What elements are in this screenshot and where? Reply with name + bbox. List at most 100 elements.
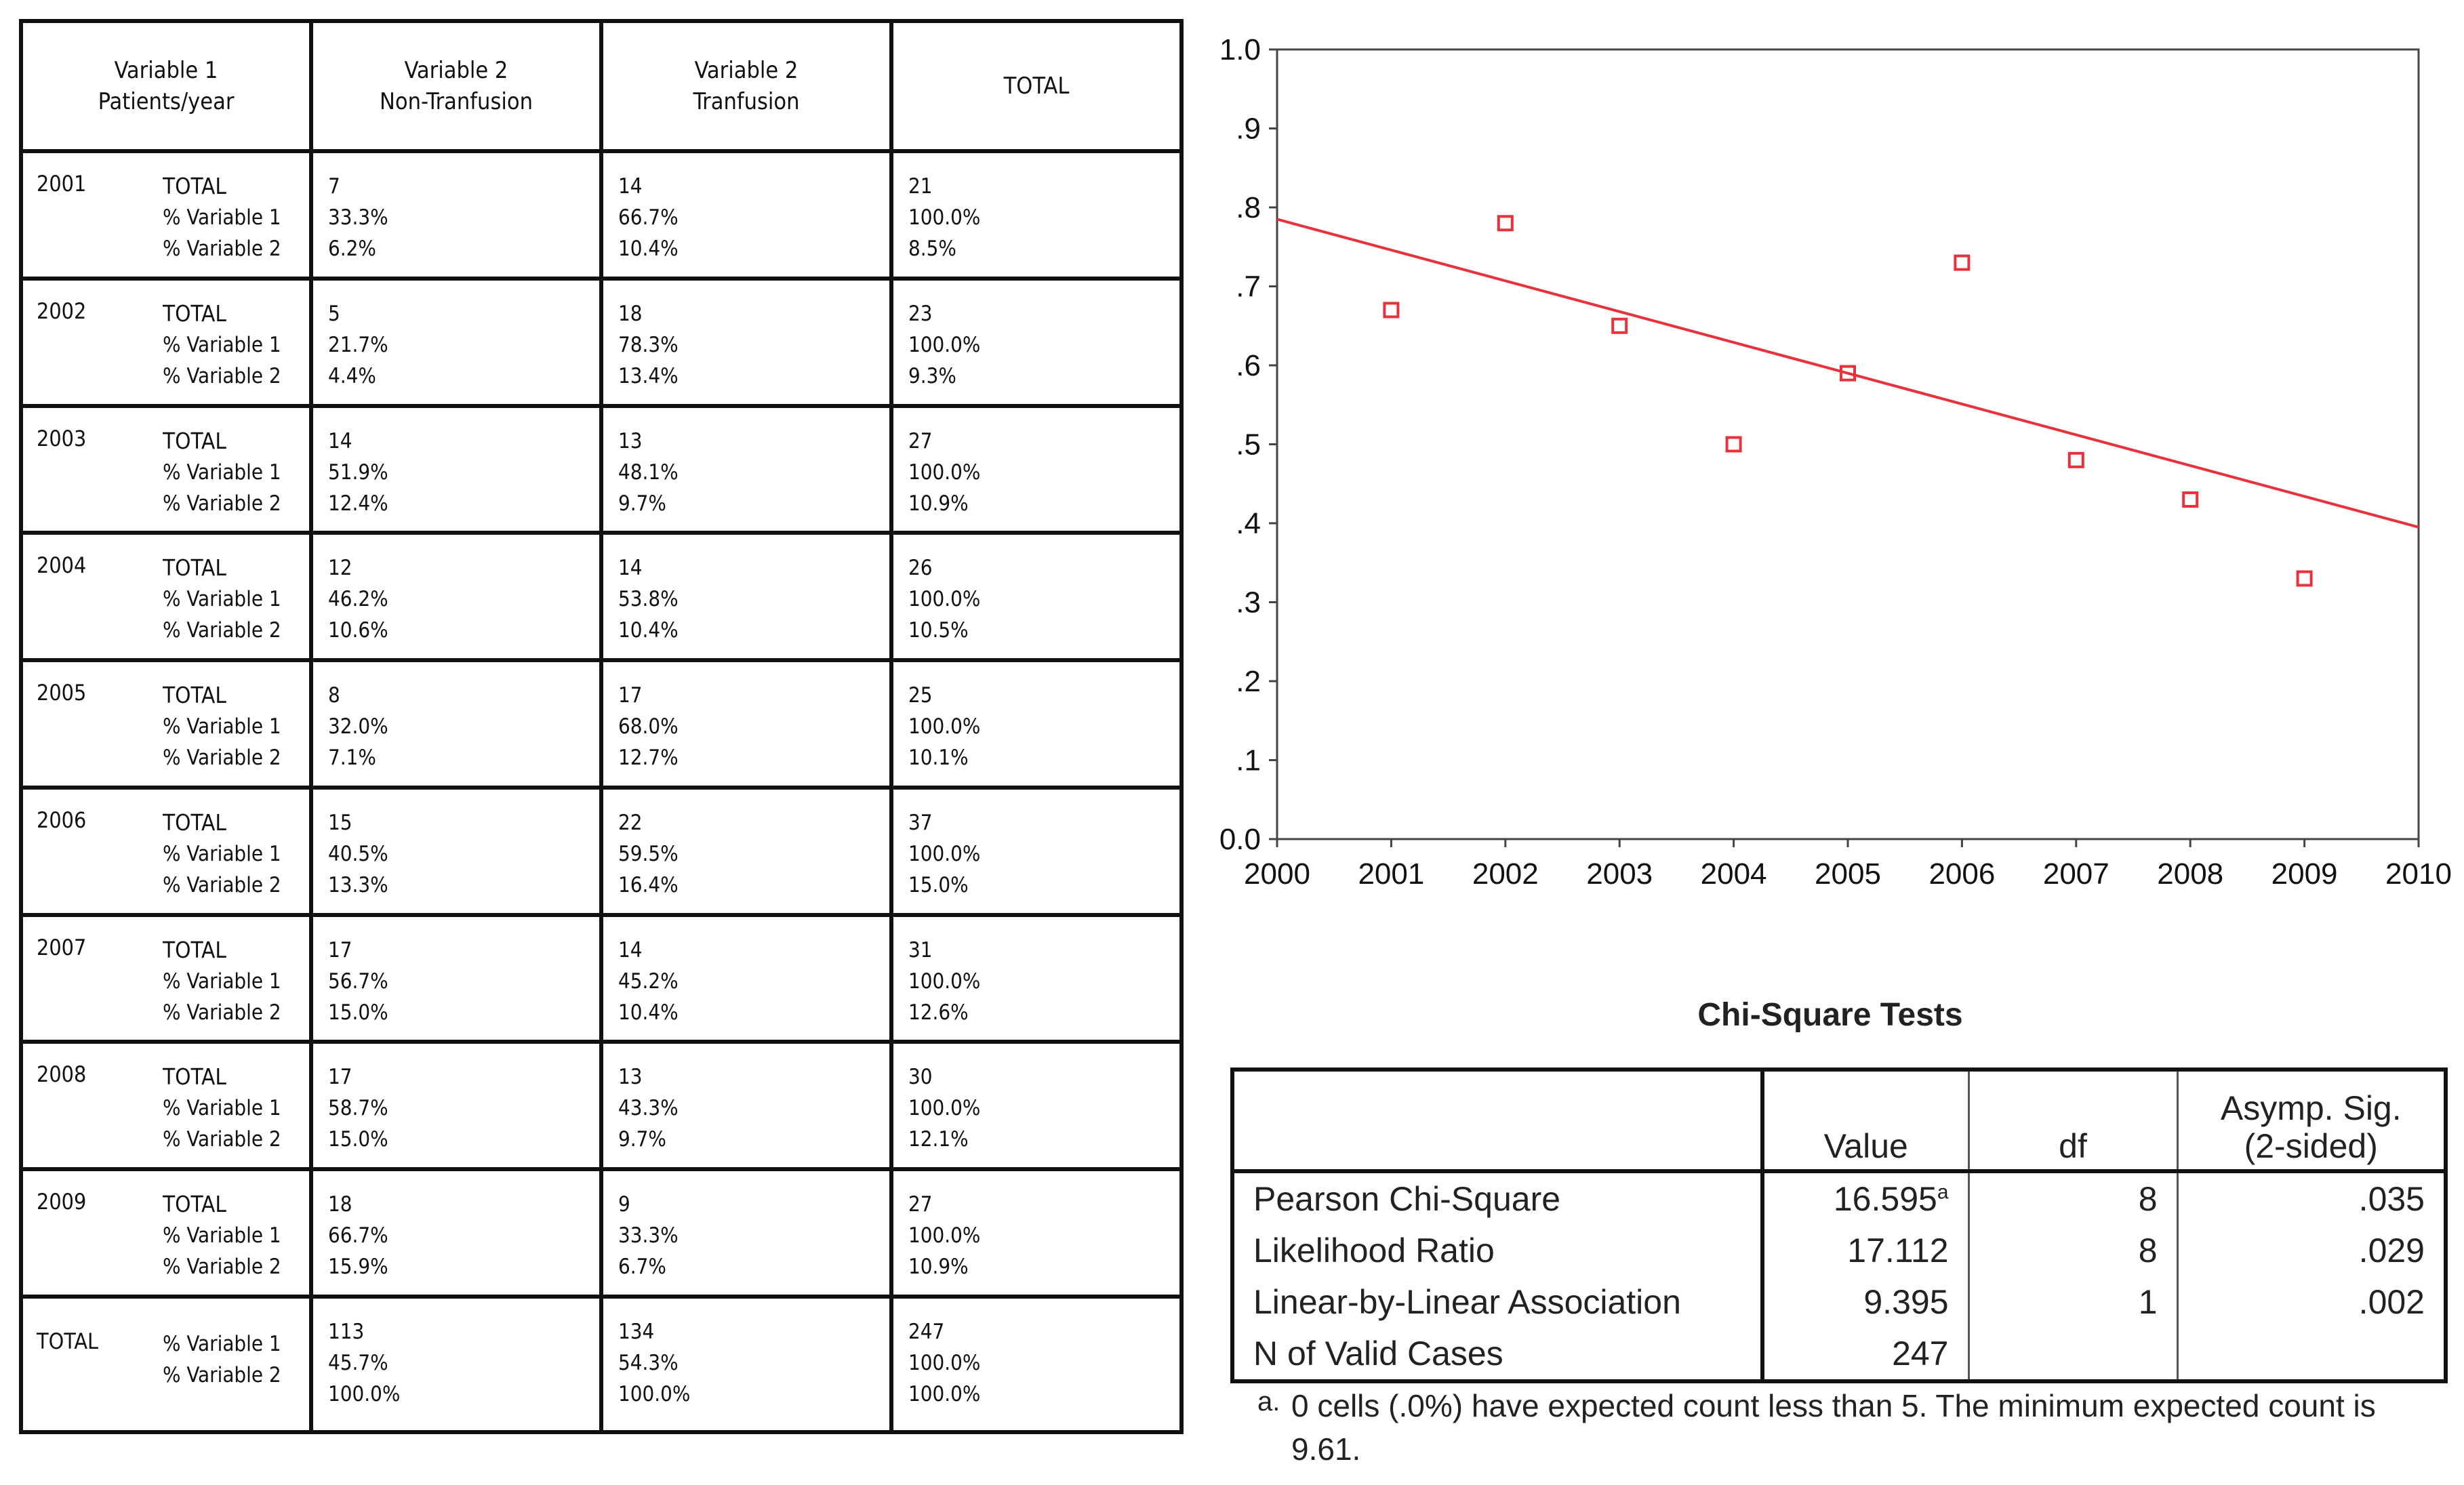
total-cell: 27 100.0% 10.9% xyxy=(889,1167,1184,1299)
total-cell: 21 100.0% 8.5% xyxy=(889,149,1184,281)
measure-label: % Variable 1 xyxy=(163,460,281,485)
x-tick-label: 2008 xyxy=(2157,857,2223,891)
tranfusion-cell: 17 68.0% 12.7% xyxy=(599,658,893,790)
non-tranfusion-cell-stack-value: 7 xyxy=(328,174,340,199)
chi-row: N of Valid Cases 247 xyxy=(1232,1328,2446,1381)
total-cell-stack-value: 31 xyxy=(908,937,933,962)
x-tick-label: 2001 xyxy=(1358,857,1424,891)
measure-label: % Variable 1 xyxy=(163,587,281,612)
grand-total-cell-stack: 247 100.0% 100.0% xyxy=(893,1299,1179,1410)
y-tick-label: 1.0 xyxy=(1219,33,1261,66)
header-total-label: TOTAL xyxy=(1003,73,1070,100)
total-cell-stack-value: 100.0% xyxy=(908,332,981,357)
crosstab-row: 2001 TOTAL % Variable 1 % Variable 2 7 33.3% 6… xyxy=(19,149,1184,281)
chi-square-body: Pearson Chi-Square 16.595a 8.035 Likelihood… xyxy=(1232,1171,2446,1381)
non-tranfusion-cell-stack: 18 66.7% 15.9% xyxy=(313,1171,599,1282)
non-tranfusion-cell-stack-value: 7.1% xyxy=(328,746,376,770)
y-tick-label: .6 xyxy=(1236,349,1261,382)
total-cell-stack-value: 27 xyxy=(908,1192,933,1217)
chi-value-text: 16.595 xyxy=(1833,1180,1937,1218)
chi-row-value: 9.395 xyxy=(1762,1276,1970,1328)
total-cell-stack: 31 100.0% 12.6% xyxy=(893,917,1179,1028)
measure-label: % Variable 1 xyxy=(163,332,281,357)
total-cell-stack-value: 100.0% xyxy=(908,714,981,739)
tranfusion-cell-stack-value: 78.3% xyxy=(618,332,679,357)
x-tick-label: 2002 xyxy=(1472,857,1539,891)
chi-header-df: df xyxy=(1968,1070,2179,1173)
tranfusion-cell-stack: 14 66.7% 10.4% xyxy=(603,153,889,264)
tranfusion-cell-stack-value: 6.7% xyxy=(618,1255,666,1279)
total-non-tranfusion-cell-stack-value: 113 xyxy=(328,1319,365,1344)
crosstab-row: 2008 TOTAL % Variable 1 % Variable 2 17 58.7%… xyxy=(19,1040,1184,1171)
total-cell-stack-value: 10.9% xyxy=(908,1255,969,1279)
measure-label: % Variable 1 xyxy=(163,1223,281,1248)
chi-value-text: 9.395 xyxy=(1863,1283,1949,1321)
total-cell-stack: 26 100.0% 10.5% xyxy=(893,535,1179,646)
x-tick-label: 2010 xyxy=(2385,857,2452,891)
header-tranfusion-line2: Tranfusion xyxy=(693,88,800,115)
non-tranfusion-cell-stack-value: 12 xyxy=(328,556,352,581)
data-point xyxy=(2182,491,2199,508)
measure-label: % Variable 2 xyxy=(163,237,281,261)
total-cell-stack-value: 100.0% xyxy=(908,841,981,866)
non-tranfusion-cell-stack: 17 56.7% 15.0% xyxy=(313,917,599,1028)
total-cell-stack-value: 25 xyxy=(908,683,933,708)
header-variable1-line2: Patients/year xyxy=(98,88,235,115)
total-cell-stack: 21 100.0% 8.5% xyxy=(893,153,1179,264)
non-tranfusion-cell-stack-value: 32.0% xyxy=(328,714,388,739)
tranfusion-cell-stack: 22 59.5% 16.4% xyxy=(603,790,889,901)
total-non-tranfusion-cell-stack: 113 45.7% 100.0% xyxy=(313,1299,599,1410)
row-label-cell: 2005 TOTAL % Variable 1 % Variable 2 xyxy=(19,658,313,790)
tranfusion-cell-stack-value: 68.0% xyxy=(618,714,679,739)
tranfusion-cell-stack-value: 9.7% xyxy=(618,491,666,516)
tranfusion-cell-stack: 14 53.8% 10.4% xyxy=(603,535,889,646)
row-measure-labels: TOTAL % Variable 1 % Variable 2 xyxy=(163,298,281,392)
chi-value-superscript: a xyxy=(1937,1181,1949,1204)
total-non-tranfusion-cell-stack-value: 100.0% xyxy=(328,1381,401,1406)
crosstab-row: 2006 TOTAL % Variable 1 % Variable 2 15 40.5%… xyxy=(19,785,1184,917)
non-tranfusion-cell-stack-value: 13.3% xyxy=(328,872,388,897)
tranfusion-cell-stack: 13 48.1% 9.7% xyxy=(603,408,889,519)
chi-row: Pearson Chi-Square 16.595a 8.035 xyxy=(1232,1171,2446,1225)
non-tranfusion-cell: 17 58.7% 15.0% xyxy=(309,1040,603,1171)
measure-label: TOTAL xyxy=(163,936,226,963)
grand-total-cell-stack-value: 100.0% xyxy=(908,1350,981,1375)
row-year: 2005 xyxy=(37,680,87,706)
total-cell-stack-value: 100.0% xyxy=(908,587,981,612)
row-measure-labels: TOTAL % Variable 1 % Variable 2 xyxy=(163,1189,281,1282)
y-tick-label: .7 xyxy=(1236,270,1261,304)
grand-total-cell-stack-value: 247 xyxy=(908,1319,945,1344)
tranfusion-cell-stack: 13 43.3% 9.7% xyxy=(603,1044,889,1155)
measure-label: % Variable 1 xyxy=(163,714,281,739)
tranfusion-cell: 14 53.8% 10.4% xyxy=(599,531,893,662)
measure-label: % Variable 1 xyxy=(163,969,281,994)
chi-row-sig: .029 xyxy=(2358,1232,2425,1269)
non-tranfusion-cell-stack-value: 51.9% xyxy=(328,460,388,485)
total-cell-stack: 27 100.0% 10.9% xyxy=(893,1171,1179,1282)
row-label-cell: 2002 TOTAL % Variable 1 % Variable 2 xyxy=(19,276,313,408)
non-tranfusion-cell: 7 33.3% 6.2% xyxy=(309,149,603,281)
row-year: 2007 xyxy=(37,934,87,960)
measure-label: % Variable 2 xyxy=(163,1255,281,1279)
tranfusion-cell-stack-value: 10.4% xyxy=(618,237,679,261)
x-tick-label: 2009 xyxy=(2271,857,2338,891)
data-point xyxy=(1840,365,1856,382)
tranfusion-cell: 13 48.1% 9.7% xyxy=(599,403,893,535)
tranfusion-cell-stack-value: 13.4% xyxy=(618,363,679,388)
row-year: 2008 xyxy=(37,1061,87,1088)
non-tranfusion-cell-stack-value: 5 xyxy=(328,301,340,326)
total-cell-stack-value: 9.3% xyxy=(908,363,956,388)
measure-label: % Variable 1 xyxy=(163,841,281,866)
y-tick-label: .4 xyxy=(1236,507,1261,540)
header-non-tranfusion-line1: Variable 2 xyxy=(404,57,508,84)
total-cell: 26 100.0% 10.5% xyxy=(889,531,1184,662)
scatter-chart: 0.0.1.2.3.4.5.6.7.8.91.0 2000 2001 2002 200… xyxy=(1219,33,2452,891)
total-cell-stack-value: 100.0% xyxy=(908,460,981,485)
non-tranfusion-cell-stack-value: 17 xyxy=(328,937,352,962)
header-non-tranfusion: Variable 2 Non-Tranfusion xyxy=(309,19,603,153)
total-cell-stack-value: 37 xyxy=(908,810,933,835)
total-cell-stack: 27 100.0% 10.9% xyxy=(893,408,1179,519)
data-point xyxy=(2296,570,2313,587)
non-tranfusion-cell-stack-value: 66.7% xyxy=(328,1223,388,1248)
header-tranfusion-line1: Variable 2 xyxy=(694,57,799,84)
